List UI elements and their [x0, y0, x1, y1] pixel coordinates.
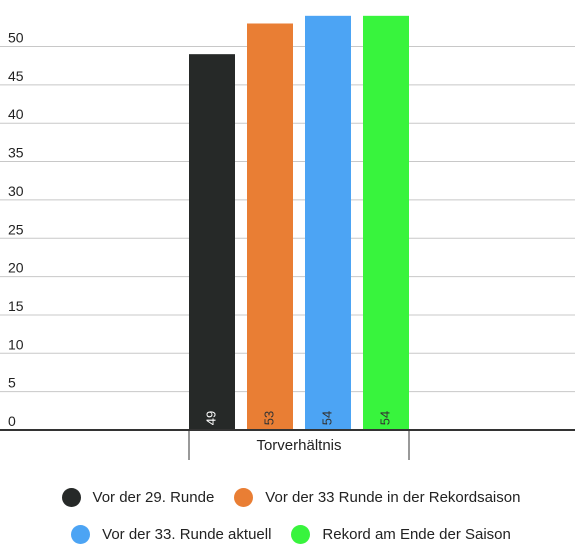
- bar-value-label: 49: [203, 411, 218, 425]
- y-tick-label: 20: [8, 260, 24, 276]
- legend-row-1: Vor der 29. Runde Vor der 33 Runde in de…: [0, 488, 582, 507]
- bar: [189, 54, 235, 431]
- y-tick-label: 5: [8, 375, 16, 391]
- y-tick-label: 50: [8, 30, 24, 46]
- y-tick-label: 10: [8, 336, 24, 352]
- bar-value-label: 54: [319, 411, 334, 425]
- legend-item[interactable]: Vor der 33 Runde in der Rekordsaison: [234, 488, 520, 507]
- y-tick-label: 45: [8, 68, 24, 84]
- bar-value-label: 54: [377, 411, 392, 425]
- y-tick-label: 15: [8, 298, 24, 314]
- x-category-label: Torverhältnis: [256, 437, 341, 454]
- y-tick-label: 25: [8, 221, 24, 237]
- y-tick-label: 0: [8, 413, 16, 429]
- y-tick-label: 30: [8, 183, 24, 199]
- bar-value-label: 53: [261, 411, 276, 425]
- legend-label: Rekord am Ende der Saison: [322, 526, 511, 543]
- legend-swatch: [234, 488, 254, 507]
- legend-item[interactable]: Vor der 29. Runde: [61, 488, 215, 507]
- bar: [305, 15, 351, 430]
- legend-swatch: [71, 525, 91, 544]
- legend-item[interactable]: Vor der 33. Runde aktuell: [71, 525, 271, 544]
- bar: [247, 23, 293, 431]
- legend-label: Vor der 33 Runde in der Rekordsaison: [265, 489, 521, 506]
- legend-row-2: Vor der 33. Runde aktuell Rekord am Ende…: [0, 525, 582, 544]
- legend-swatch: [291, 525, 311, 544]
- bar-chart: 0 5 10 15 20 25 30 35 40 45 50 49 53 54 54 Torverhältni…: [0, 15, 575, 460]
- legend-item[interactable]: Rekord am Ende der Saison: [291, 525, 511, 544]
- y-tick-label: 35: [8, 145, 24, 161]
- bar: [363, 15, 409, 430]
- legend-label: Vor der 29. Runde: [92, 489, 215, 506]
- legend-label: Vor der 33. Runde aktuell: [102, 526, 272, 543]
- y-tick-label: 40: [8, 106, 24, 122]
- legend-swatch: [61, 488, 81, 507]
